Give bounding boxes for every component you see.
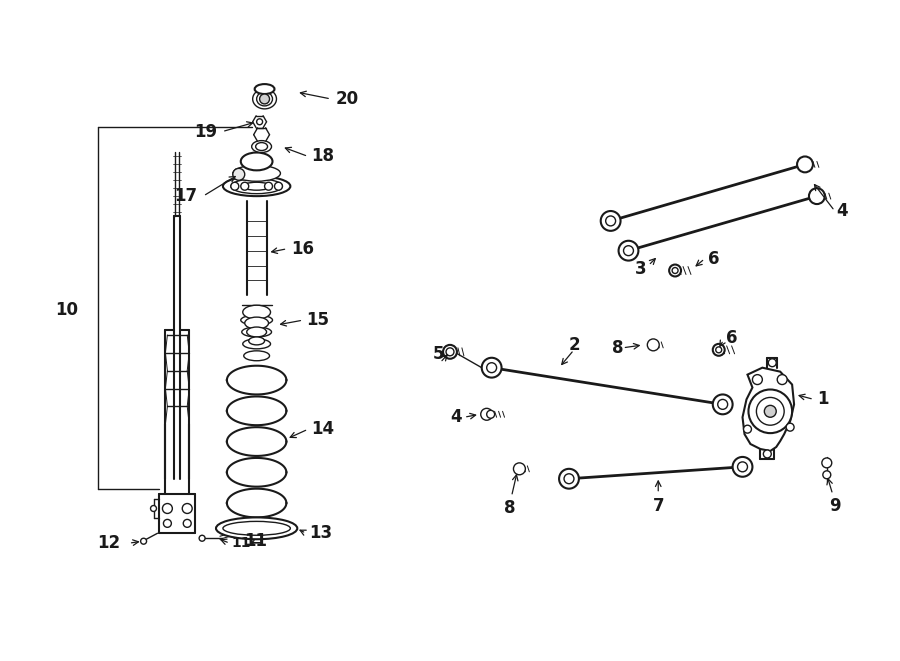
- Ellipse shape: [244, 351, 269, 361]
- Circle shape: [717, 399, 727, 409]
- Circle shape: [231, 182, 239, 190]
- Text: 6: 6: [707, 250, 719, 268]
- Text: 2: 2: [568, 336, 580, 354]
- Circle shape: [150, 506, 157, 512]
- Circle shape: [241, 182, 248, 190]
- Circle shape: [787, 423, 794, 431]
- Circle shape: [618, 241, 638, 260]
- Circle shape: [713, 395, 733, 414]
- Circle shape: [756, 397, 784, 425]
- Circle shape: [647, 339, 659, 351]
- Ellipse shape: [243, 305, 271, 319]
- Ellipse shape: [241, 315, 273, 325]
- Circle shape: [733, 457, 752, 477]
- Circle shape: [564, 474, 574, 484]
- Ellipse shape: [256, 92, 273, 106]
- Ellipse shape: [256, 143, 267, 151]
- Text: 8: 8: [504, 498, 515, 517]
- Ellipse shape: [247, 327, 266, 337]
- Text: 11←: 11←: [232, 536, 263, 550]
- Circle shape: [274, 182, 283, 190]
- Ellipse shape: [253, 89, 276, 109]
- Text: 14: 14: [311, 420, 334, 438]
- Ellipse shape: [245, 317, 268, 329]
- Ellipse shape: [243, 339, 271, 349]
- Circle shape: [183, 504, 193, 514]
- Circle shape: [778, 375, 788, 385]
- Circle shape: [514, 463, 526, 475]
- Text: 17: 17: [174, 187, 197, 205]
- Text: 20: 20: [336, 90, 359, 108]
- Circle shape: [259, 94, 269, 104]
- Circle shape: [738, 462, 748, 472]
- Circle shape: [669, 264, 681, 276]
- Circle shape: [140, 538, 147, 544]
- Circle shape: [672, 268, 678, 274]
- Text: 16: 16: [292, 240, 314, 258]
- Circle shape: [162, 504, 173, 514]
- Ellipse shape: [252, 141, 272, 153]
- Ellipse shape: [243, 182, 271, 190]
- Circle shape: [559, 469, 579, 488]
- Circle shape: [769, 359, 776, 367]
- Ellipse shape: [242, 327, 272, 337]
- Circle shape: [822, 458, 832, 468]
- Circle shape: [809, 188, 824, 204]
- Circle shape: [482, 358, 501, 377]
- Ellipse shape: [241, 153, 273, 171]
- Circle shape: [764, 405, 776, 417]
- Circle shape: [763, 450, 771, 458]
- Text: 8: 8: [612, 339, 624, 357]
- Circle shape: [716, 347, 722, 353]
- Text: 19: 19: [194, 123, 217, 141]
- Circle shape: [823, 471, 831, 479]
- Circle shape: [487, 363, 497, 373]
- Circle shape: [164, 520, 171, 527]
- Ellipse shape: [223, 176, 291, 196]
- Circle shape: [487, 410, 495, 418]
- Text: 3: 3: [634, 260, 646, 278]
- Text: 13: 13: [310, 524, 332, 542]
- Circle shape: [606, 216, 616, 226]
- Ellipse shape: [248, 337, 265, 345]
- Circle shape: [233, 169, 245, 180]
- Ellipse shape: [233, 165, 281, 181]
- Circle shape: [199, 535, 205, 541]
- Circle shape: [184, 520, 191, 527]
- Text: 5: 5: [432, 345, 444, 363]
- Circle shape: [752, 375, 762, 385]
- Circle shape: [481, 408, 492, 420]
- Circle shape: [600, 211, 621, 231]
- Polygon shape: [742, 368, 794, 451]
- Text: 11: 11: [244, 532, 266, 550]
- Circle shape: [624, 246, 634, 256]
- Text: 7: 7: [652, 496, 664, 515]
- Text: 1: 1: [817, 391, 828, 408]
- Text: 12: 12: [98, 534, 121, 552]
- Text: 15: 15: [306, 311, 329, 329]
- Circle shape: [256, 119, 263, 125]
- Ellipse shape: [231, 178, 283, 194]
- Text: 9: 9: [829, 496, 841, 515]
- Ellipse shape: [216, 518, 297, 539]
- Circle shape: [797, 157, 813, 173]
- Text: 4: 4: [450, 408, 462, 426]
- Ellipse shape: [255, 84, 274, 94]
- Circle shape: [713, 344, 725, 356]
- Text: 4: 4: [837, 202, 849, 220]
- Circle shape: [443, 345, 457, 359]
- Text: 18: 18: [311, 147, 334, 165]
- Text: 10: 10: [55, 301, 77, 319]
- Circle shape: [743, 425, 752, 433]
- Text: 6: 6: [725, 329, 737, 347]
- Circle shape: [749, 389, 792, 433]
- Ellipse shape: [223, 522, 291, 535]
- Circle shape: [265, 182, 273, 190]
- Circle shape: [446, 348, 454, 356]
